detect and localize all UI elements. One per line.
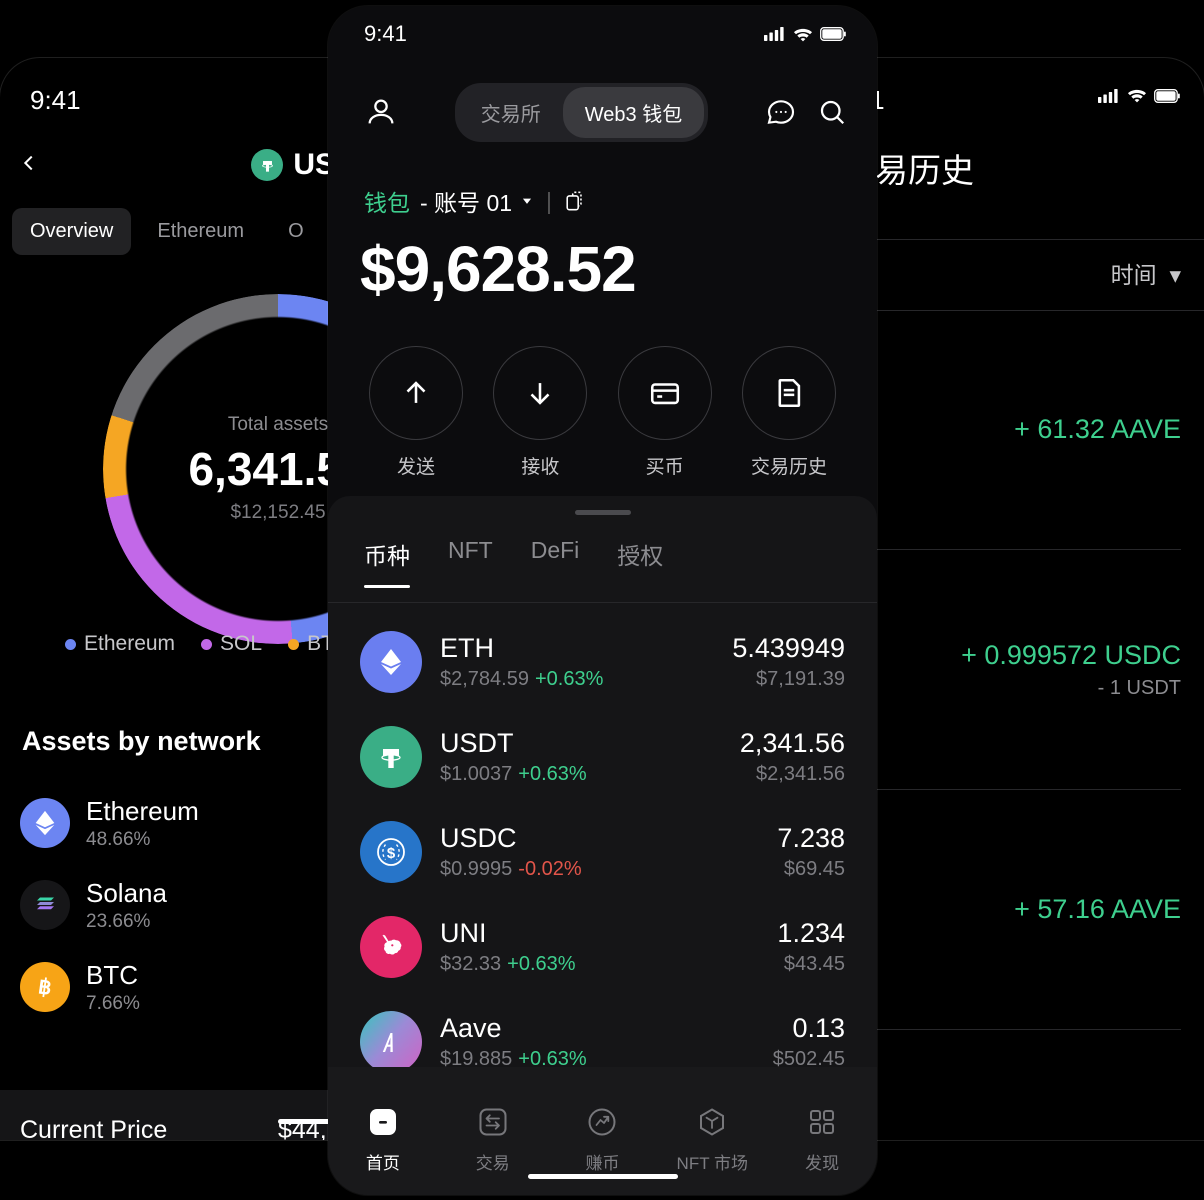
svg-text:฿: ฿ [37,975,53,1000]
svg-text:$: $ [387,845,396,862]
